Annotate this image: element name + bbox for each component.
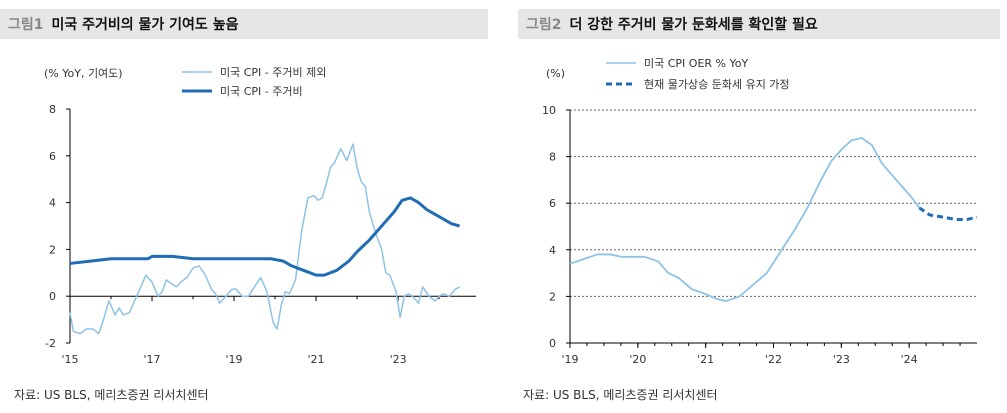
chart1-legend-label-ex-shelter: 미국 CPI - 주거비 제외: [220, 66, 326, 79]
chart1-x-tick-label: '17: [144, 353, 161, 366]
chart2-legend-label-oer: 미국 CPI OER % YoY: [644, 57, 748, 70]
chart2-y-tick-label: 8: [549, 151, 556, 164]
chart-panel-1: 그림1 미국 주거비의 물가 기여도 높음 (% YoY, 기여도) -2 0 2 4 6…: [0, 0, 490, 413]
chart2-x-tick-label: '24: [901, 353, 918, 366]
chart1-series-ex-shelter-line: [70, 144, 460, 334]
chart1-x-tick-label: '15: [61, 353, 78, 366]
chart1-y-tick-label: 4: [49, 197, 56, 210]
chart1-legend-label-shelter: 미국 CPI - 주거비: [220, 85, 303, 98]
chart2-source: 자료: US BLS, 메리츠증권 리서치센터: [523, 386, 718, 403]
chart1-unit-label: (% YoY, 기여도): [44, 67, 123, 80]
chart2-x-tick-label: '20: [629, 353, 646, 366]
chart2-x-tick-label: '23: [833, 353, 850, 366]
chart1-y-tick-label: 0: [49, 290, 56, 303]
chart1-x-tick-label: '21: [308, 353, 325, 366]
chart1-plot: (% YoY, 기여도) -2 0 2 4 6 8 '15 '17 '19 '21 '23 미국 CPI…: [0, 0, 490, 380]
chart2-unit-label: (%): [546, 67, 565, 80]
chart1-x-tick-label: '23: [390, 353, 407, 366]
chart2-x-tick-label: '19: [561, 353, 578, 366]
chart2-plot: (%) 0 2 4 6 8 10 '19 '20 '21 '22 '23 '24 미국 CPI OER %…: [518, 0, 1007, 380]
chart1-y-tick-label: -2: [45, 337, 56, 350]
chart1-y-tick-label: 6: [49, 150, 56, 163]
chart1-x-tick-label: '19: [226, 353, 243, 366]
chart2-x-tick-label: '21: [697, 353, 714, 366]
chart2-series-projection-line: [919, 208, 977, 220]
chart-panel-2: 그림2 더 강한 주거비 물가 둔화세를 확인할 필요 (%) 0 2 4 6 8 10'1…: [518, 0, 1007, 413]
chart2-y-tick-label: 2: [549, 290, 556, 303]
chart2-legend-label-projection: 현재 물가상승 둔화세 유지 가정: [644, 78, 790, 91]
chart1-source: 자료: US BLS, 메리츠증권 리서치센터: [14, 386, 209, 403]
chart2-y-tick-label: 4: [549, 244, 556, 257]
chart1-series-shelter-line: [70, 198, 460, 275]
chart1-y-tick-label: 2: [49, 243, 56, 256]
chart2-y-tick-label: 10: [542, 104, 556, 117]
chart2-series-oer-line: [570, 138, 919, 301]
chart2-x-tick-label: '22: [765, 353, 782, 366]
chart2-y-tick-label: 6: [549, 197, 556, 210]
chart2-y-tick-label: 0: [549, 337, 556, 350]
chart1-y-tick-label: 8: [49, 103, 56, 116]
